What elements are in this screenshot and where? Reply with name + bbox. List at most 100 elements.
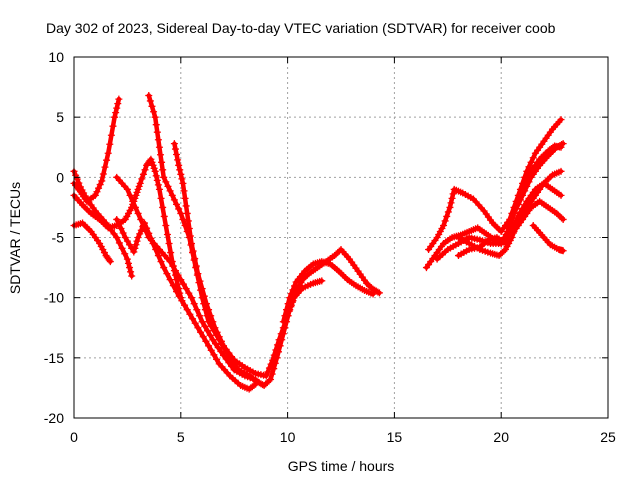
data-point	[443, 212, 451, 220]
data-point	[129, 197, 137, 205]
data-series	[70, 92, 567, 393]
data-point	[286, 294, 294, 302]
data-point	[185, 289, 193, 297]
data-point	[557, 191, 565, 199]
data-point	[109, 122, 117, 130]
data-point	[191, 319, 199, 327]
data-point	[181, 301, 189, 309]
data-point	[75, 179, 83, 187]
data-point	[121, 250, 129, 258]
data-point	[284, 300, 292, 308]
data-point	[124, 209, 132, 217]
data-point	[155, 185, 163, 193]
data-point	[206, 331, 214, 339]
data-point	[166, 276, 174, 284]
data-point	[553, 209, 561, 217]
data-point	[281, 312, 289, 320]
y-tick-label: 5	[56, 109, 64, 125]
series-track-14	[433, 179, 565, 263]
data-point	[291, 282, 299, 290]
data-point	[126, 191, 134, 199]
data-point	[194, 324, 202, 332]
data-point	[519, 185, 527, 193]
data-point	[332, 250, 340, 258]
data-point	[145, 92, 153, 100]
data-point	[264, 368, 272, 376]
data-point	[160, 264, 168, 272]
data-point	[220, 342, 228, 350]
data-point	[134, 209, 142, 217]
data-point	[435, 230, 443, 238]
data-point	[133, 188, 141, 196]
data-point	[512, 217, 520, 225]
data-point	[110, 230, 118, 238]
data-point	[163, 270, 171, 278]
data-point	[374, 288, 382, 296]
data-point	[166, 258, 174, 266]
data-point	[115, 239, 123, 247]
data-point	[183, 306, 191, 314]
data-point	[104, 149, 112, 157]
data-point	[170, 140, 178, 148]
data-point	[449, 190, 457, 198]
data-point	[167, 249, 175, 257]
data-point	[96, 240, 104, 248]
data-point	[510, 221, 518, 229]
data-point	[126, 241, 134, 249]
data-point	[123, 212, 131, 220]
data-point	[369, 290, 377, 298]
data-point	[157, 258, 165, 266]
data-point	[169, 262, 177, 270]
data-point	[559, 215, 567, 223]
data-point	[91, 191, 99, 199]
data-point	[177, 170, 185, 178]
data-point	[80, 189, 88, 197]
data-point	[366, 282, 374, 290]
data-point	[136, 230, 144, 238]
data-point	[174, 271, 182, 279]
data-point	[183, 209, 191, 217]
data-point	[119, 229, 127, 237]
data-point	[118, 244, 126, 252]
data-point	[523, 176, 531, 184]
data-point	[155, 143, 163, 151]
data-point	[194, 270, 202, 278]
data-point	[497, 250, 505, 258]
data-point	[189, 247, 197, 255]
data-point	[150, 164, 158, 172]
data-point	[153, 128, 161, 136]
series-track-16	[519, 142, 565, 193]
data-point	[138, 175, 146, 183]
data-point	[148, 102, 156, 110]
data-point	[267, 375, 275, 383]
data-point	[510, 203, 518, 211]
data-point	[210, 351, 218, 359]
data-point	[177, 209, 185, 217]
data-point	[103, 156, 111, 164]
data-point	[115, 220, 123, 228]
data-point	[152, 172, 160, 180]
data-point	[447, 199, 455, 207]
data-point	[158, 158, 166, 166]
data-point	[127, 268, 135, 276]
data-point	[275, 336, 283, 344]
data-point	[195, 312, 203, 320]
data-point	[157, 151, 165, 159]
data-point	[128, 272, 136, 280]
data-point	[177, 276, 185, 284]
y-axis-label: SDTVAR / TECUs	[7, 182, 23, 294]
data-point	[217, 348, 225, 356]
data-point	[436, 227, 444, 235]
y-tick-label: -10	[44, 290, 64, 306]
series-track-8	[170, 140, 326, 380]
data-point	[506, 215, 514, 223]
data-point	[154, 136, 162, 144]
data-point	[168, 191, 176, 199]
data-point	[505, 240, 513, 248]
data-point	[154, 181, 162, 189]
data-point	[99, 170, 107, 178]
data-point	[147, 155, 155, 163]
data-point	[438, 224, 446, 232]
data-point	[141, 166, 149, 174]
data-point	[135, 182, 143, 190]
